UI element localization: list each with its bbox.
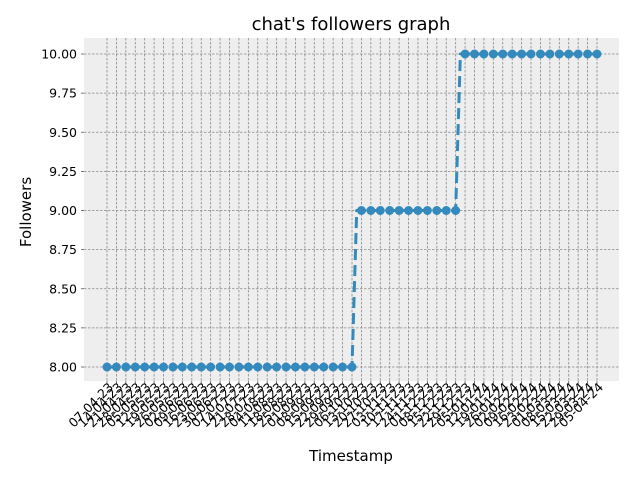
data-point (517, 49, 527, 59)
data-point (488, 49, 498, 59)
y-tick-label: 8.75 (49, 242, 77, 257)
data-point (281, 362, 291, 372)
y-tick-label: 8.25 (49, 320, 77, 335)
data-point (206, 362, 216, 372)
data-point (573, 49, 583, 59)
data-point (130, 362, 140, 372)
x-axis-label: Timestamp (308, 447, 393, 465)
data-point (187, 362, 197, 372)
y-axis-label: Followers (17, 177, 35, 247)
data-point (300, 362, 310, 372)
data-point (404, 206, 414, 215)
data-point (385, 206, 395, 215)
data-point (102, 362, 112, 372)
data-point (479, 49, 489, 59)
y-tick-label: 9.50 (49, 125, 77, 140)
data-point (234, 362, 244, 372)
data-point (309, 362, 319, 372)
y-tick-label: 9.00 (49, 203, 77, 218)
data-point (592, 49, 602, 59)
data-point (375, 206, 385, 215)
data-point (168, 362, 178, 372)
y-tick-label: 8.50 (49, 281, 77, 296)
data-point (149, 362, 159, 372)
data-point (564, 49, 574, 59)
data-point (319, 362, 329, 372)
data-point (159, 362, 169, 372)
data-point (177, 362, 187, 372)
y-tick-label: 9.75 (49, 86, 77, 101)
y-tick-label: 8.00 (49, 360, 77, 375)
data-point (554, 49, 564, 59)
plot-area (84, 38, 619, 381)
data-point (140, 362, 150, 372)
data-point (328, 362, 338, 372)
data-point (253, 362, 263, 372)
data-point (583, 49, 593, 59)
y-tick-label: 10.00 (41, 47, 77, 62)
data-point (366, 206, 376, 215)
data-point (413, 206, 423, 215)
data-point (441, 206, 451, 215)
data-point (272, 362, 282, 372)
data-point (545, 49, 555, 59)
data-point (347, 362, 357, 372)
data-point (356, 206, 366, 215)
data-point (460, 49, 470, 59)
data-point (243, 362, 253, 372)
data-point (535, 49, 545, 59)
data-point (470, 49, 479, 59)
data-point (121, 362, 131, 372)
data-point (111, 362, 121, 372)
data-point (507, 49, 517, 59)
chart-title: chat's followers graph (252, 14, 451, 35)
data-point (526, 49, 536, 59)
data-point (196, 362, 206, 372)
data-point (432, 206, 442, 215)
data-point (451, 206, 461, 215)
data-point (498, 49, 508, 59)
data-point (394, 206, 404, 215)
data-point (215, 362, 225, 372)
data-point (262, 362, 272, 372)
data-point (225, 362, 234, 372)
data-point (422, 206, 432, 215)
y-tick-label: 9.25 (49, 164, 77, 179)
data-point (338, 362, 348, 372)
data-point (290, 362, 300, 372)
